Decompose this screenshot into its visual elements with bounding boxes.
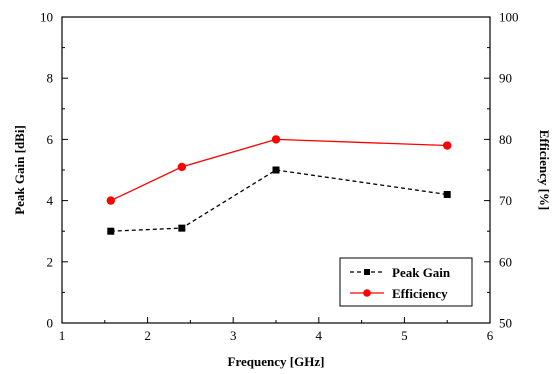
y-left-tick-label: 2 — [47, 254, 54, 269]
y-right-tick-label: 60 — [499, 254, 512, 269]
y-axis-right-label: Efficiency [%] — [537, 130, 552, 211]
x-axis-label: Frequency [GHz] — [228, 354, 325, 369]
series-line-efficiency — [110, 138, 448, 202]
axis-ticks — [61, 16, 491, 324]
data-point-efficiency — [177, 162, 187, 172]
data-point-efficiency — [106, 196, 115, 205]
legend: Peak Gain Efficiency — [339, 257, 473, 307]
data-point-peak-gain — [443, 190, 451, 198]
legend-label-peak-gain: Peak Gain — [392, 265, 451, 280]
y-right-tick-label: 80 — [499, 132, 512, 147]
y-right-tick-label: 50 — [499, 316, 512, 331]
data-point-efficiency — [443, 141, 452, 150]
series-layer — [106, 135, 452, 235]
y-right-tick-label: 100 — [499, 10, 519, 25]
legend-marker-peak-gain — [364, 269, 370, 275]
y-right-tick-label: 70 — [499, 193, 512, 208]
x-tick-label: 6 — [487, 328, 494, 343]
x-tick-label: 5 — [401, 328, 408, 343]
x-tick-label: 3 — [230, 328, 237, 343]
y-left-tick-label: 6 — [47, 132, 54, 147]
data-point-peak-gain — [107, 227, 115, 235]
y-axis-left-label: Peak Gain [dBi] — [12, 125, 27, 215]
y-left-tick-label: 8 — [47, 71, 54, 86]
x-tick-label: 2 — [144, 328, 151, 343]
legend-label-efficiency: Efficiency — [392, 286, 448, 301]
legend-box — [339, 257, 473, 307]
data-point-efficiency — [271, 135, 281, 144]
series-line-peak-gain — [110, 169, 448, 232]
y-right-tick-label: 90 — [499, 71, 512, 86]
data-point-peak-gain — [272, 166, 280, 174]
y-left-tick-label: 10 — [40, 10, 53, 25]
y-left-tick-label: 0 — [47, 316, 54, 331]
x-tick-label: 1 — [59, 328, 66, 343]
legend-marker-efficiency — [363, 289, 371, 297]
data-point-peak-gain — [178, 224, 186, 232]
x-tick-label: 4 — [316, 328, 323, 343]
y-left-tick-label: 4 — [47, 193, 54, 208]
